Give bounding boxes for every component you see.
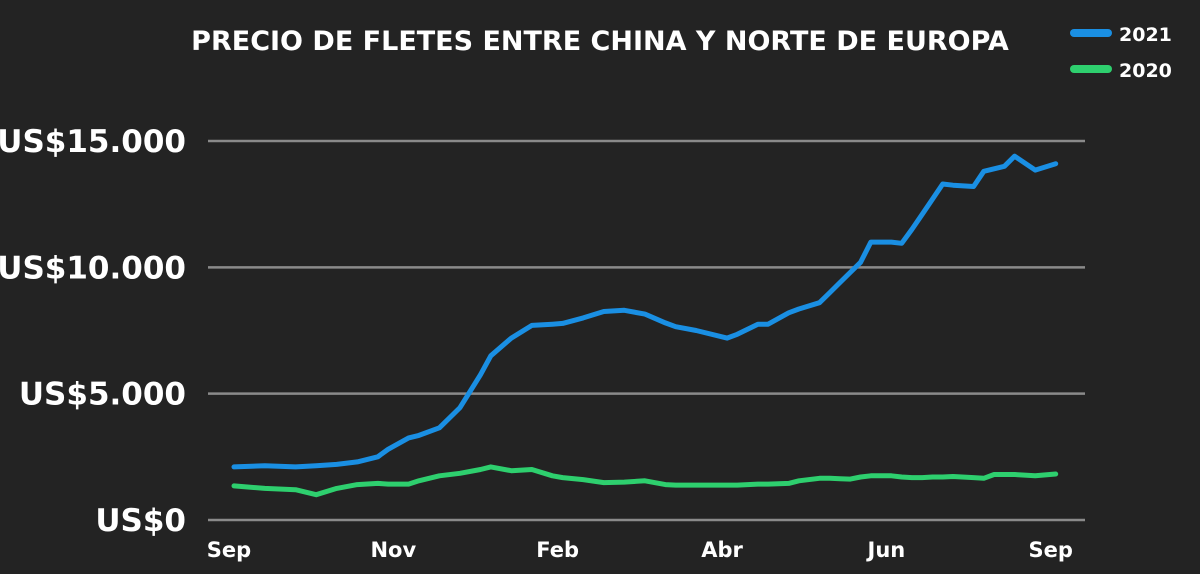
y-tick-label-2: US$10.000: [0, 250, 186, 286]
gridlines: [208, 139, 1085, 522]
legend-swatch-2020: [1070, 65, 1112, 73]
y-tick-label-3: US$15.000: [0, 124, 186, 160]
chart-title: PRECIO DE FLETES ENTRE CHINA Y NORTE DE …: [191, 26, 1009, 57]
legend-label-2020: 2020: [1119, 60, 1172, 82]
legend-label-2021: 2021: [1119, 24, 1172, 46]
series-lines: [231, 153, 1059, 498]
series-line-2020: [231, 464, 1059, 498]
x-tick-label-5: Sep: [1029, 538, 1073, 562]
y-tick-label-1: US$5.000: [19, 377, 186, 413]
x-tick-label-1: Nov: [370, 538, 416, 562]
legend: 2021 2020: [1070, 24, 1172, 82]
x-tick-label-0: Sep: [207, 538, 251, 562]
x-tick-label-2: Feb: [536, 538, 579, 562]
y-tick-label-0: US$0: [95, 503, 186, 539]
y-axis-ticks: US$0 US$5.000 US$10.000 US$15.000: [0, 124, 186, 539]
x-tick-label-3: Abr: [701, 538, 743, 562]
x-tick-label-4: Jun: [866, 538, 906, 562]
x-axis-ticks: Sep Nov Feb Abr Jun Sep: [207, 538, 1073, 562]
series-line-2021: [231, 153, 1059, 470]
legend-swatch-2021: [1070, 29, 1112, 37]
